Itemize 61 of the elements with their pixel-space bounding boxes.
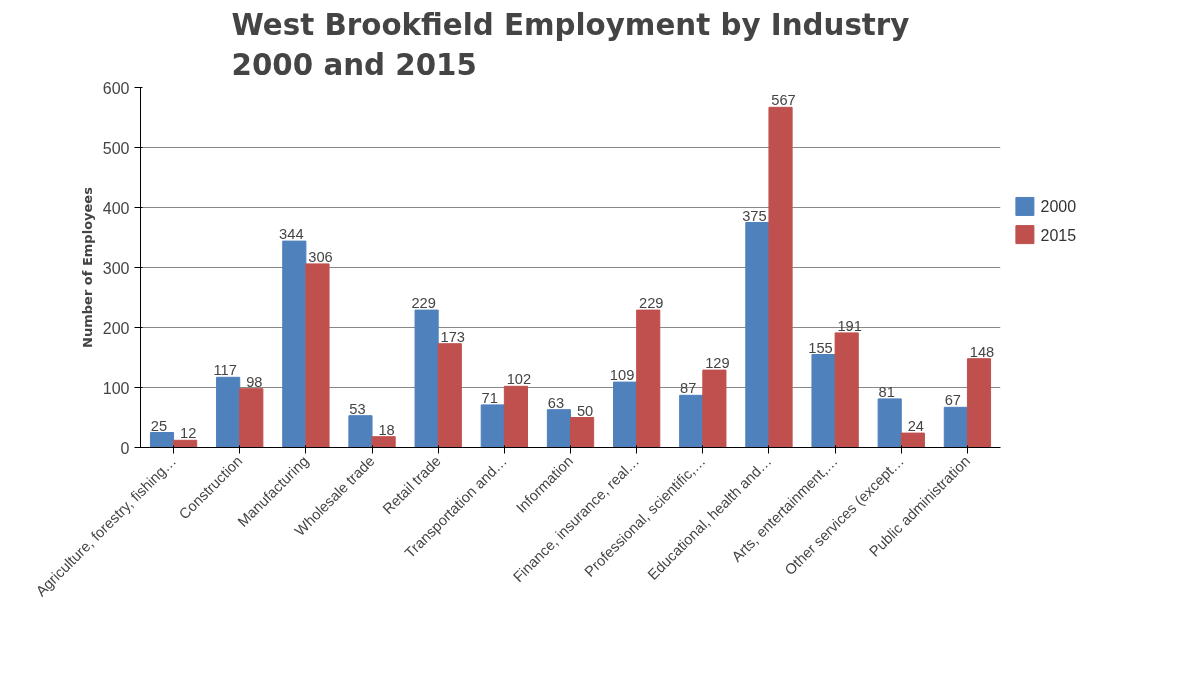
- data-label: 129: [705, 355, 730, 372]
- data-label: 375: [742, 207, 767, 224]
- bar: [613, 381, 638, 448]
- bar: [900, 432, 925, 448]
- bar: [437, 343, 462, 448]
- data-label: 24: [907, 418, 925, 435]
- data-label: 12: [180, 425, 197, 442]
- y-tick-label: 300: [102, 259, 130, 277]
- data-label: 67: [944, 392, 962, 409]
- data-label: 71: [481, 389, 498, 406]
- y-tick-label: 200: [102, 319, 130, 337]
- bar: [173, 439, 198, 448]
- bar: [636, 309, 661, 448]
- legend-label: 2000: [1040, 198, 1077, 216]
- y-axis-title: Number of Employees: [79, 186, 95, 348]
- legend-label: 2015: [1040, 226, 1077, 244]
- data-label: 81: [878, 383, 895, 400]
- data-label: 18: [378, 421, 395, 438]
- bar: [480, 404, 505, 448]
- data-label: 102: [506, 371, 532, 388]
- data-label: 229: [639, 295, 664, 312]
- bar: [414, 309, 439, 448]
- bar: [570, 417, 595, 448]
- data-label: 148: [969, 343, 995, 360]
- bar: [768, 106, 793, 448]
- y-tick-label: 0: [120, 439, 130, 457]
- y-tick-label: 100: [102, 379, 130, 397]
- data-label: 173: [440, 328, 466, 345]
- data-label: 98: [246, 373, 263, 390]
- data-label: 567: [771, 92, 796, 109]
- y-tick-label: 500: [102, 139, 130, 157]
- bar: [943, 406, 968, 448]
- bar: [966, 358, 992, 448]
- bar: [503, 385, 528, 448]
- y-tick-label: 600: [102, 79, 130, 97]
- data-label: 109: [609, 367, 635, 384]
- bar: [239, 388, 264, 448]
- bar: [702, 369, 727, 448]
- bar: [546, 409, 571, 448]
- bar: [877, 398, 902, 448]
- bar: [149, 432, 175, 448]
- chart-title: West Brookfield Employment by Industry 2000 and 2015: [231, 7, 910, 83]
- data-label: 53: [349, 400, 366, 417]
- bar: [348, 415, 373, 448]
- bar: [811, 354, 836, 448]
- data-label: 25: [150, 417, 168, 434]
- data-label: 117: [213, 362, 237, 379]
- bar: [745, 222, 770, 448]
- data-label: 229: [411, 295, 436, 312]
- data-label: 344: [279, 226, 304, 243]
- bar: [305, 263, 330, 448]
- bar: [371, 436, 396, 448]
- bar: [834, 332, 859, 448]
- data-label: 50: [576, 402, 594, 419]
- data-label: 155: [808, 339, 833, 356]
- bar: [282, 240, 307, 448]
- bar: [216, 376, 241, 448]
- y-tick-label: 400: [102, 199, 130, 217]
- data-label: 306: [308, 248, 333, 265]
- data-label: 63: [547, 394, 565, 411]
- bar: [679, 394, 704, 448]
